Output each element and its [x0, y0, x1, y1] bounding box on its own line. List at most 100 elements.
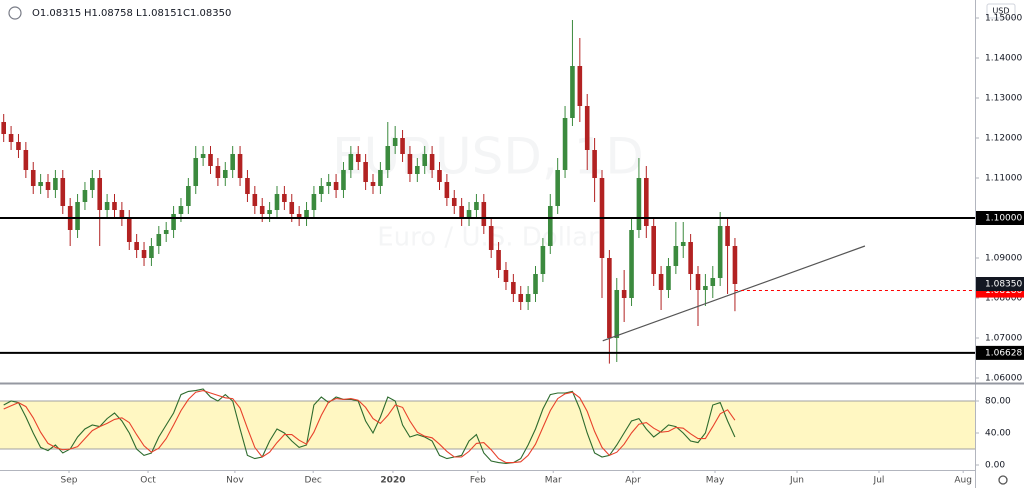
close-value: C1.08350 — [183, 8, 231, 19]
candle-body — [555, 170, 560, 206]
candle-body — [437, 170, 442, 182]
candle-body — [311, 194, 317, 210]
candle-body — [503, 270, 509, 282]
candle-body — [725, 226, 730, 246]
candle-body — [400, 138, 405, 154]
candle-body — [488, 226, 494, 250]
candle-body — [53, 178, 58, 190]
y-tick-label: 1.14000 — [985, 54, 1022, 64]
watermark: EURUSD, 1D Euro / U.S. Dollar — [332, 128, 644, 253]
candle-body — [547, 206, 553, 246]
candle-body — [230, 154, 235, 170]
candle-body — [23, 150, 29, 170]
y-tick-label: 40.00 — [985, 429, 1011, 439]
candle-body — [82, 190, 88, 202]
candle-body — [658, 274, 664, 290]
x-tick-label: Feb — [470, 476, 486, 486]
candle-body — [97, 178, 103, 210]
candle-body — [636, 178, 642, 230]
candle-body — [30, 170, 36, 186]
last-price-label: 1.08350 — [985, 280, 1022, 290]
candle-body — [245, 178, 250, 194]
settings-icon[interactable] — [998, 475, 1008, 485]
candle-body — [193, 158, 199, 186]
candle-body — [451, 198, 457, 206]
candle-body — [481, 202, 487, 226]
high-value: H1.08758 — [84, 8, 133, 19]
y-tick-label: 1.07000 — [985, 334, 1022, 344]
stochastic-line — [3, 390, 736, 464]
x-tick-label: Dec — [304, 476, 321, 486]
currency-badge[interactable] — [986, 3, 1016, 19]
candle-body — [38, 182, 43, 186]
candles — [1, 20, 738, 364]
x-tick-label: Aug — [954, 476, 972, 486]
x-tick-label: Sep — [61, 476, 78, 486]
price-line-label: 1.08186 — [985, 286, 1022, 296]
y-tick-label: 1.08000 — [985, 294, 1022, 304]
candle-body — [348, 154, 354, 170]
horizontal-line-label: 1.10000 — [985, 214, 1022, 224]
legend-header: O1.08315 H1.08758 L1.08151 C1.08350 — [8, 6, 231, 20]
candle-body — [407, 154, 413, 174]
candle-body — [1, 122, 6, 134]
candle-body — [267, 210, 272, 214]
candle-body — [392, 138, 398, 146]
candle-body — [511, 282, 516, 294]
candle-body — [252, 194, 258, 206]
candle-body — [695, 274, 701, 290]
candle-body — [45, 182, 51, 190]
low-value: L1.08151 — [136, 8, 183, 19]
candle-body — [149, 246, 154, 258]
symbol-icon[interactable] — [8, 6, 22, 20]
candle-body — [222, 170, 228, 178]
candle-body — [533, 274, 538, 294]
candle-body — [621, 290, 627, 298]
candle-body — [259, 206, 265, 214]
candle-body — [459, 206, 464, 218]
candle-body — [304, 210, 309, 218]
candle-body — [208, 154, 213, 166]
candle-body — [680, 242, 686, 246]
candle-body — [422, 154, 428, 166]
candle-body — [584, 106, 590, 150]
candle-body — [363, 162, 368, 182]
candle-body — [688, 242, 693, 274]
candle-body — [370, 182, 376, 186]
stochastic-line — [3, 388, 736, 464]
candle-body — [385, 146, 391, 170]
x-tick-label: Oct — [140, 476, 156, 486]
candle-body — [333, 182, 339, 190]
candle-body — [104, 202, 110, 210]
last-price-label-box — [976, 277, 1024, 291]
candle-body — [540, 246, 546, 274]
x-tick-label: Apr — [625, 476, 641, 486]
x-tick-label: 2020 — [380, 476, 405, 486]
candle-body — [525, 294, 531, 302]
x-tick-label: Jun — [789, 476, 804, 486]
x-tick-label: Jul — [873, 476, 885, 486]
candle-body — [237, 154, 243, 178]
y-tick-label: 80.00 — [985, 397, 1011, 407]
y-tick-label: 1.15000 — [985, 14, 1022, 24]
candle-body — [134, 242, 139, 250]
candle-body — [732, 246, 738, 284]
candle-body — [466, 210, 472, 218]
candle-body — [171, 214, 176, 230]
candle-body — [562, 118, 568, 170]
candle-body — [607, 258, 612, 338]
open-value: O1.08315 — [32, 8, 81, 19]
candle-body — [673, 246, 679, 266]
y-tick-label: 1.13000 — [985, 94, 1022, 104]
candle-body — [289, 202, 295, 214]
settings-gear[interactable] — [998, 475, 1008, 485]
candle-body — [119, 210, 125, 218]
candle-body — [319, 186, 324, 194]
candle-body — [341, 170, 346, 190]
candle-body — [355, 154, 361, 162]
y-tick-label: 1.11000 — [985, 174, 1022, 184]
candle-body — [717, 226, 723, 278]
candle-body — [577, 66, 583, 106]
candle-body — [429, 154, 435, 170]
